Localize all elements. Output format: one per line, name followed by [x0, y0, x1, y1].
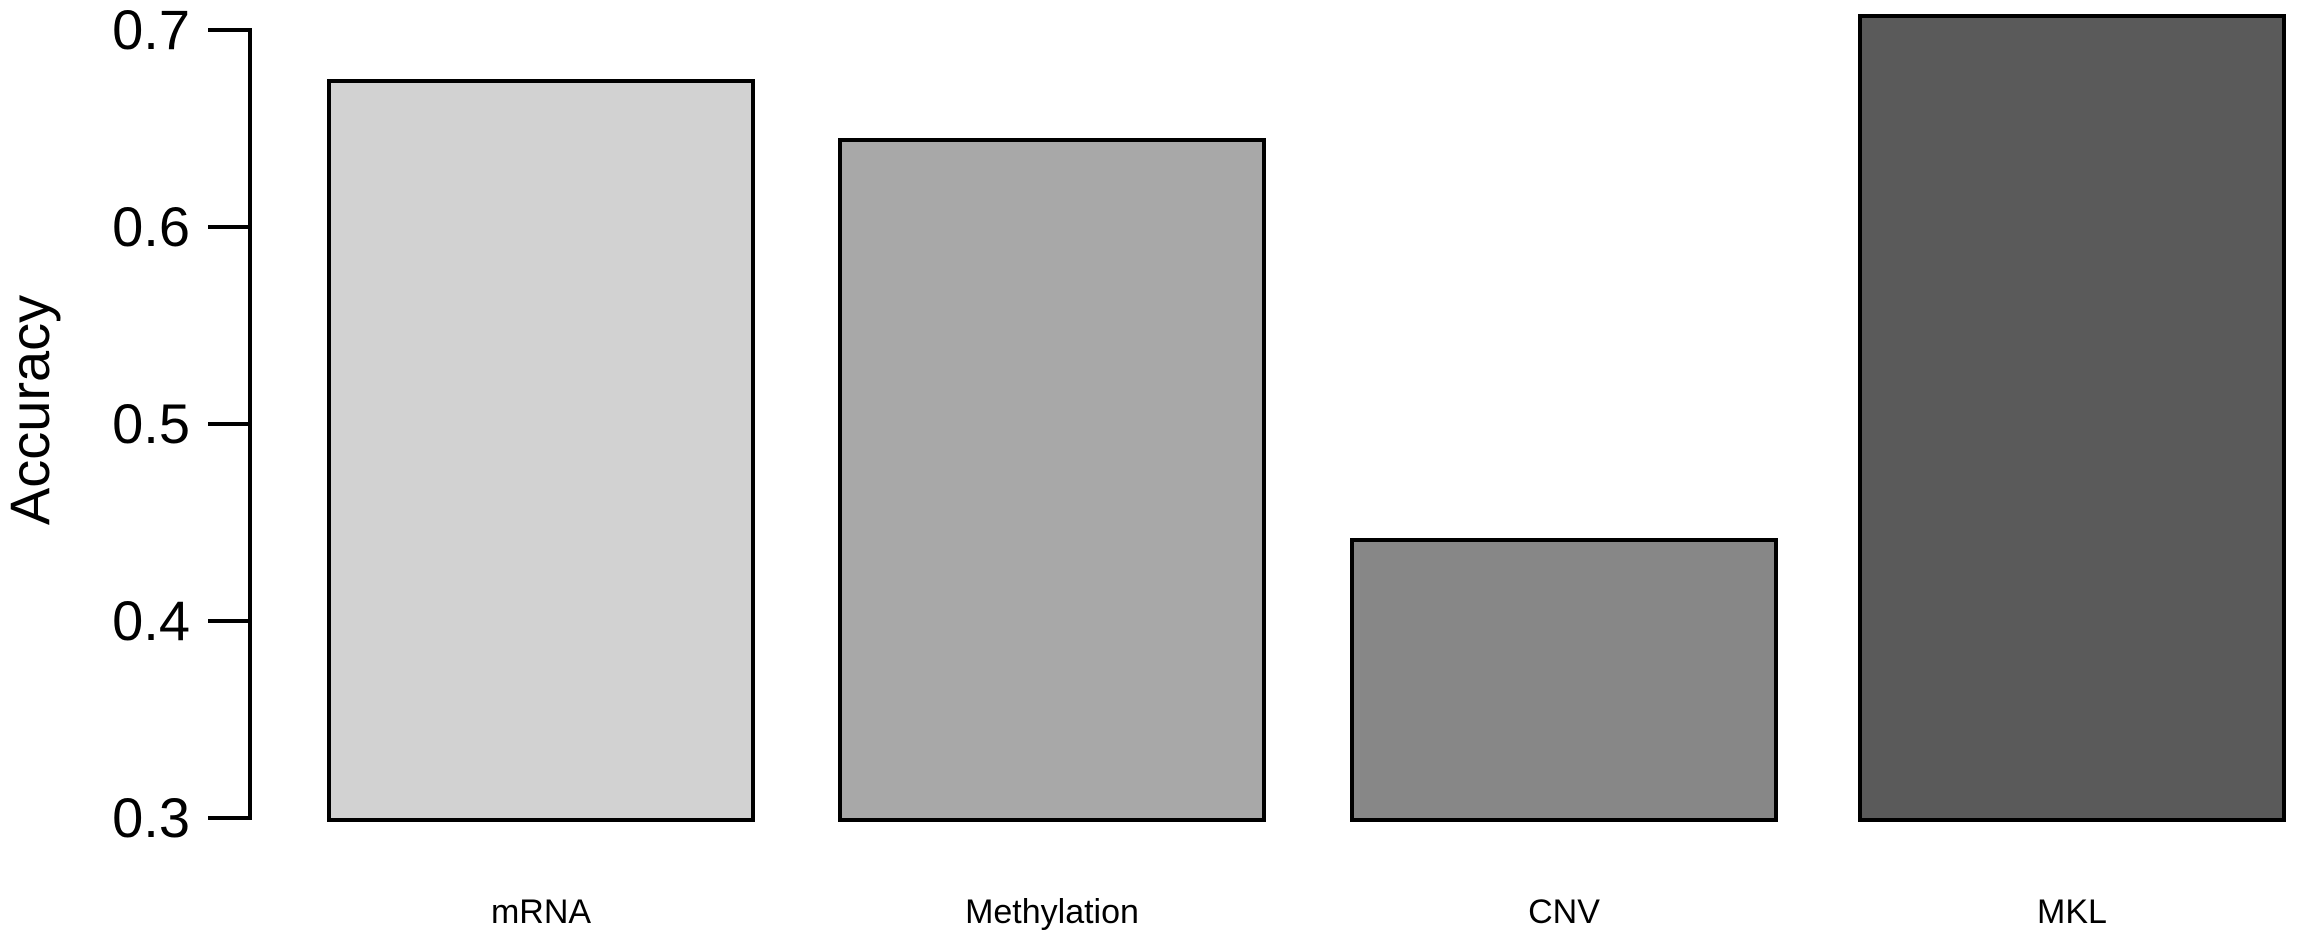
bar-Methylation	[838, 138, 1266, 822]
y-tick-mark	[208, 28, 248, 32]
y-tick-label: 0.4	[112, 589, 190, 652]
x-category-label: Methylation	[965, 893, 1139, 931]
y-tick-label: 0.5	[112, 392, 190, 455]
bar-CNV	[1350, 538, 1778, 822]
x-category-label: MKL	[2037, 893, 2107, 931]
y-axis-line	[248, 28, 252, 820]
y-tick-label: 0.7	[112, 0, 190, 61]
x-category-label: mRNA	[490, 893, 592, 931]
y-tick-mark	[208, 619, 248, 623]
y-tick-mark	[208, 816, 248, 820]
x-category-label: CNV	[1528, 893, 1600, 931]
bar-mRNA	[327, 79, 755, 822]
y-tick-label: 0.3	[112, 786, 190, 849]
y-tick-mark	[208, 422, 248, 426]
y-tick-label: 0.6	[112, 195, 190, 258]
bar-MKL	[1858, 14, 2286, 822]
y-tick-mark	[208, 225, 248, 229]
